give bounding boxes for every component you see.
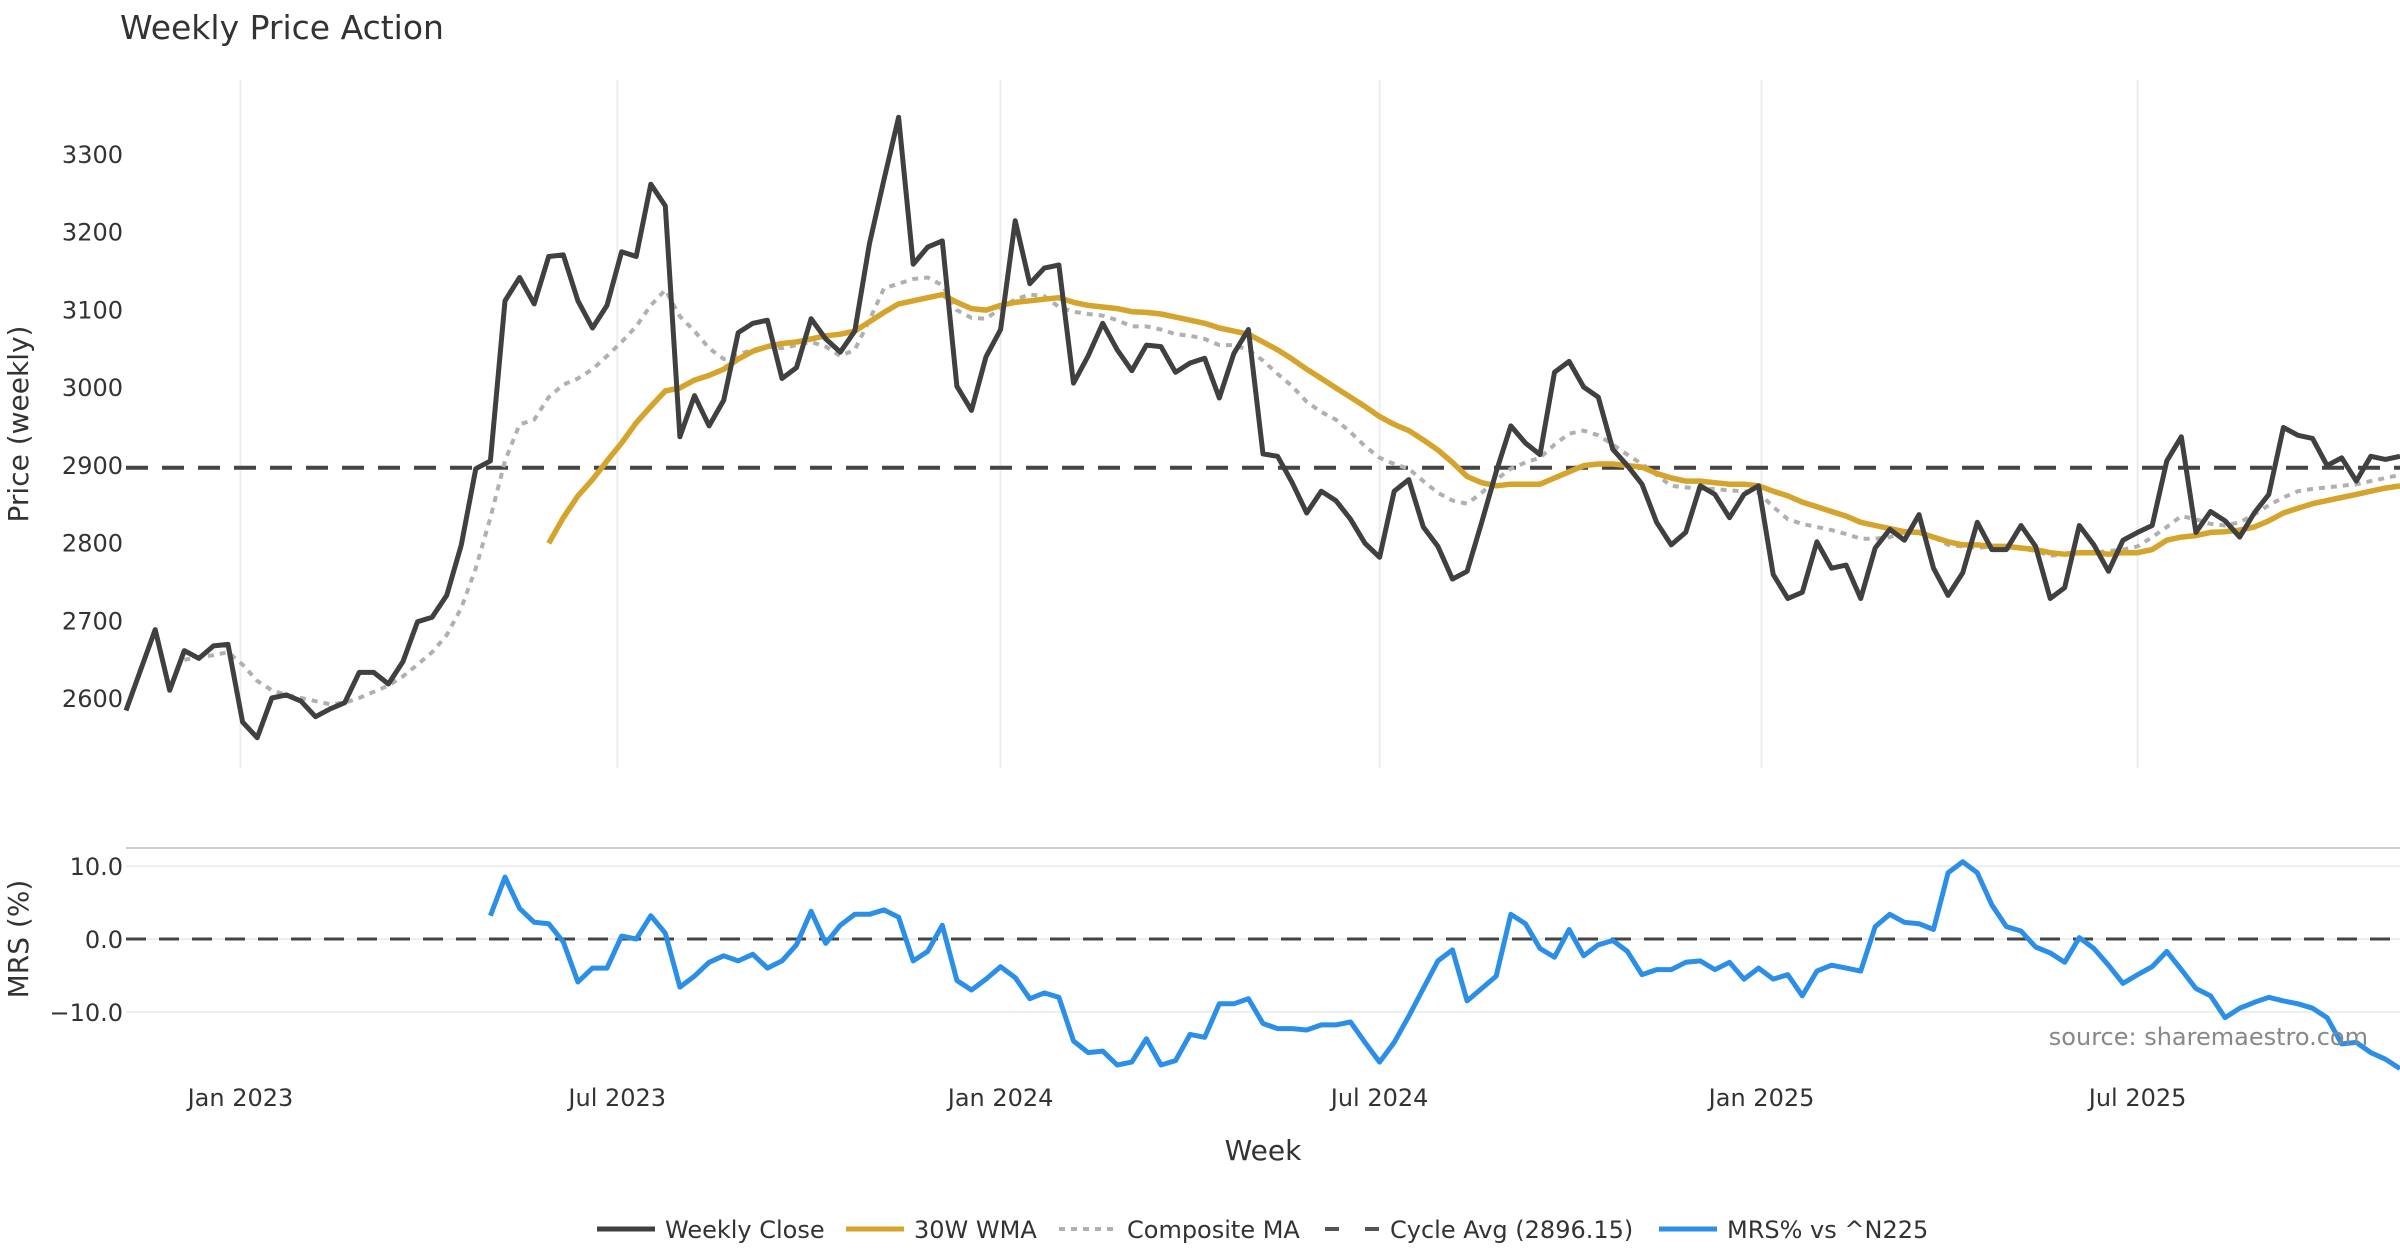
price-y-tick-label: 2600: [62, 685, 123, 713]
mrs-y-axis-label: MRS (%): [2, 880, 35, 999]
price-panel: 2600 2700 2800 2900 3000 3100 3200 3300 Price (…: [2, 80, 2400, 768]
price-series: [123, 114, 2400, 741]
legend-item: 30W WMA: [846, 1216, 1037, 1244]
price-y-tick-label: 3200: [62, 219, 123, 247]
mrs-y-tick-label: −10.0: [49, 999, 123, 1027]
price-y-tick-label: 2800: [62, 530, 123, 558]
x-tick-label: Jan 2024: [946, 1084, 1054, 1112]
price-y-tick-label: 2900: [62, 452, 123, 480]
price-y-tick-label: 3100: [62, 296, 123, 324]
source-note: source: sharemaestro.com: [2049, 1023, 2368, 1051]
legend-label: MRS% vs ^N225: [1727, 1216, 1928, 1244]
legend-label: Weekly Close: [665, 1216, 825, 1244]
series-mrs-vs-n225: [488, 859, 2400, 1071]
series-30w-wma: [546, 291, 2400, 557]
mrs-panel: −10.0 0.0 10.0 MRS (%) source: sharemaestr…: [2, 847, 2400, 1071]
x-axis-label: Week: [1225, 1134, 1302, 1167]
legend-label: 30W WMA: [914, 1216, 1037, 1244]
price-gridlines: [239, 80, 2139, 768]
x-tick-label: Jul 2024: [1329, 1084, 1429, 1112]
legend: Weekly Close 30W WMA Composite MA Cycle Avg…: [597, 1216, 1928, 1244]
x-tick-label: Jan 2025: [1707, 1084, 1815, 1112]
legend-item: MRS% vs ^N225: [1659, 1216, 1928, 1244]
price-y-tick-label: 3000: [62, 374, 123, 402]
price-y-ticks: 2600 2700 2800 2900 3000 3100 3200 3300: [62, 141, 123, 713]
legend-item: Cycle Avg (2896.15): [1325, 1216, 1633, 1244]
mrs-series: [488, 859, 2400, 1071]
mrs-y-tick-label: 0.0: [85, 926, 123, 954]
legend-label: Composite MA: [1127, 1216, 1300, 1244]
mrs-y-ticks: −10.0 0.0 10.0: [49, 853, 123, 1027]
x-ticks: Jan 2023 Jul 2023 Jan 2024 Jul 2024 Jan 2025…: [186, 1084, 2187, 1112]
legend-label: Cycle Avg (2896.15): [1390, 1216, 1633, 1244]
price-y-tick-label: 2700: [62, 607, 123, 635]
price-y-axis-label: Price (weekly): [2, 326, 35, 523]
x-tick-label: Jul 2023: [566, 1084, 666, 1112]
chart-title: Weekly Price Action: [120, 8, 444, 47]
x-tick-label: Jan 2023: [186, 1084, 294, 1112]
series-weekly-close: [123, 114, 2400, 741]
price-y-tick-label: 3300: [62, 141, 123, 169]
x-tick-label: Jul 2025: [2087, 1084, 2187, 1112]
series-composite-ma: [183, 275, 2400, 707]
legend-item: Weekly Close: [597, 1216, 825, 1244]
mrs-y-tick-label: 10.0: [70, 853, 123, 881]
legend-item: Composite MA: [1059, 1216, 1300, 1244]
